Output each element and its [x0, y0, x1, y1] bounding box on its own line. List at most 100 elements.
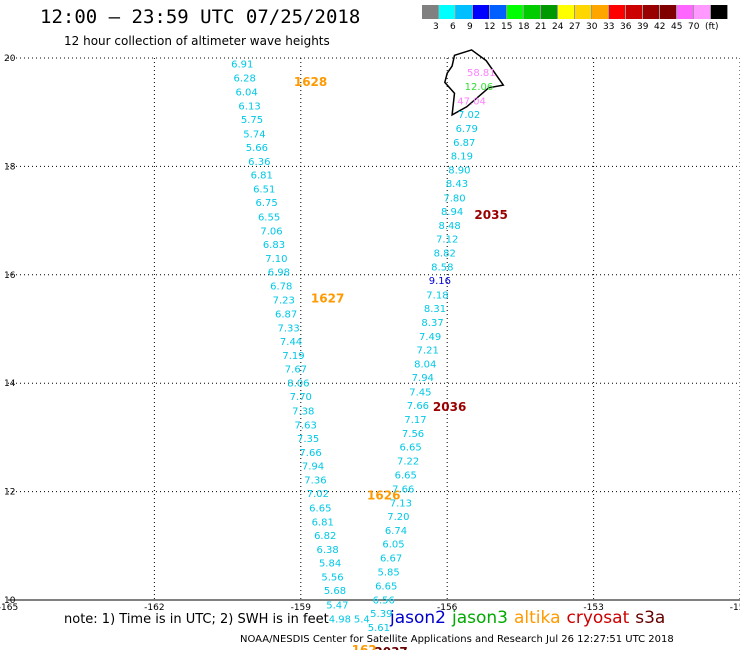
legend-swatch	[660, 5, 677, 19]
lat-tick-label: 16	[4, 271, 16, 281]
legend-label: 42	[654, 22, 666, 32]
swh-value: 7.66	[392, 484, 414, 495]
swh-value: 6.98	[268, 268, 290, 279]
lon-tick-label: -165	[0, 603, 18, 613]
swh-value: 7.66	[299, 448, 321, 459]
swh-value: 6.55	[258, 212, 280, 223]
legend-swatch	[541, 5, 558, 19]
legend-label: 36	[620, 22, 632, 32]
legend-label: 15	[501, 22, 513, 32]
swh-value: 5.39	[370, 609, 392, 620]
legend-swatch	[626, 5, 643, 19]
legend-swatch	[524, 5, 541, 19]
swh-value: 7.67	[285, 365, 307, 376]
swh-value: 8.58	[431, 263, 453, 274]
legend-swatch	[439, 5, 456, 19]
swh-value: 7.80	[443, 193, 465, 204]
swh-value: 5.68	[324, 586, 346, 597]
swh-value: 7.66	[407, 401, 429, 412]
legend-label: 12	[484, 22, 496, 32]
pass-time-label: 1627	[311, 292, 344, 306]
swh-value: 7.12	[436, 234, 458, 245]
swh-value: 7.21	[417, 346, 439, 357]
legend-label: 9	[467, 22, 473, 32]
swh-value: 58.81	[467, 68, 496, 79]
legend-label: 39	[637, 22, 649, 32]
swh-value: 7.35	[297, 434, 319, 445]
swh-value: 7.56	[402, 429, 424, 440]
swh-value: 7.10	[265, 254, 287, 265]
mission-name: cryosat	[566, 608, 630, 628]
swh-value: 7.45	[409, 387, 431, 398]
lon-tick-label: -156	[437, 603, 458, 613]
legend-swatch	[490, 5, 507, 19]
lon-tick-label: -159	[291, 603, 312, 613]
color-scale-legend	[422, 5, 728, 19]
legend-label: 21	[535, 22, 547, 32]
swh-value: 8.04	[414, 360, 436, 371]
swh-value: 6.67	[380, 554, 402, 565]
legend-label: 3	[433, 22, 439, 32]
swh-value: 7.63	[295, 420, 317, 431]
swh-value: 47.04	[457, 96, 486, 107]
pass-time-label: 2035	[474, 208, 507, 222]
mission-name: s3a	[635, 608, 666, 628]
swh-value: 7.19	[282, 351, 304, 362]
swh-value: 5.75	[241, 115, 263, 126]
legend-swatch	[677, 5, 694, 19]
swh-value: 5.84	[319, 559, 341, 570]
legend-swatch	[711, 5, 728, 19]
mission-name: altika	[514, 608, 561, 628]
swh-value: 6.87	[275, 309, 297, 320]
swh-value: 7.94	[412, 373, 434, 384]
swh-value: 8.90	[448, 166, 470, 177]
swh-value: 6.81	[251, 171, 273, 182]
swh-value: 5.47	[326, 600, 348, 611]
swh-value: 6.82	[314, 531, 336, 542]
legend-label: 33	[603, 22, 615, 32]
swh-value: 6.83	[263, 240, 285, 251]
page-subtitle: 12 hour collection of altimeter wave hei…	[64, 34, 330, 48]
lat-tick-label: 20	[4, 54, 16, 64]
pass-time-label: 162	[352, 643, 377, 650]
legend-swatch	[422, 5, 439, 19]
swh-value: 5.66	[246, 143, 268, 154]
swh-value: 7.17	[404, 415, 426, 426]
swh-value: 6.05	[382, 540, 404, 551]
swh-value: 6.79	[456, 124, 478, 135]
swh-value: 9.16	[429, 276, 451, 287]
legend-label: 18	[518, 22, 530, 32]
swh-value: 7.02	[458, 110, 480, 121]
swh-value: 5.61	[368, 623, 390, 634]
swh-value: 6.51	[253, 185, 275, 196]
swh-value: 6.65	[375, 581, 397, 592]
swh-value: 7.33	[277, 323, 299, 334]
swh-value: 8.19	[451, 152, 473, 163]
color-scale-labels: 3 6 9 12 15 18 21 24 27 30 33 36 39 42 45 70 (ft)	[422, 22, 740, 34]
swh-value: 6.65	[395, 470, 417, 481]
legend-swatch	[558, 5, 575, 19]
credit-line: NOAA/NESDIS Center for Satellite Applica…	[240, 634, 674, 645]
swh-value: 7.38	[292, 406, 314, 417]
swh-value: 5.85	[378, 567, 400, 578]
swh-value: 12.06	[465, 82, 494, 93]
swh-value: 6.65	[309, 503, 331, 514]
swh-value: 8.06	[287, 379, 309, 390]
legend-label: (ft)	[705, 22, 719, 32]
swh-value: 6.36	[248, 157, 270, 168]
swh-value: 5.74	[243, 129, 265, 140]
legend-swatch	[456, 5, 473, 19]
mission-name: jason3	[452, 608, 508, 628]
legend-swatch	[694, 5, 711, 19]
swh-value: 7.36	[304, 476, 326, 487]
swh-value: 6.74	[385, 526, 407, 537]
swh-value: 7.49	[419, 332, 441, 343]
lat-tick-label: 14	[4, 379, 16, 389]
swh-value: 5.4	[354, 614, 370, 625]
swh-value: 6.28	[234, 74, 256, 85]
swh-value: 7.70	[290, 392, 312, 403]
legend-swatch	[473, 5, 490, 19]
legend-label: 27	[569, 22, 581, 32]
swh-value: 7.94	[302, 462, 324, 473]
